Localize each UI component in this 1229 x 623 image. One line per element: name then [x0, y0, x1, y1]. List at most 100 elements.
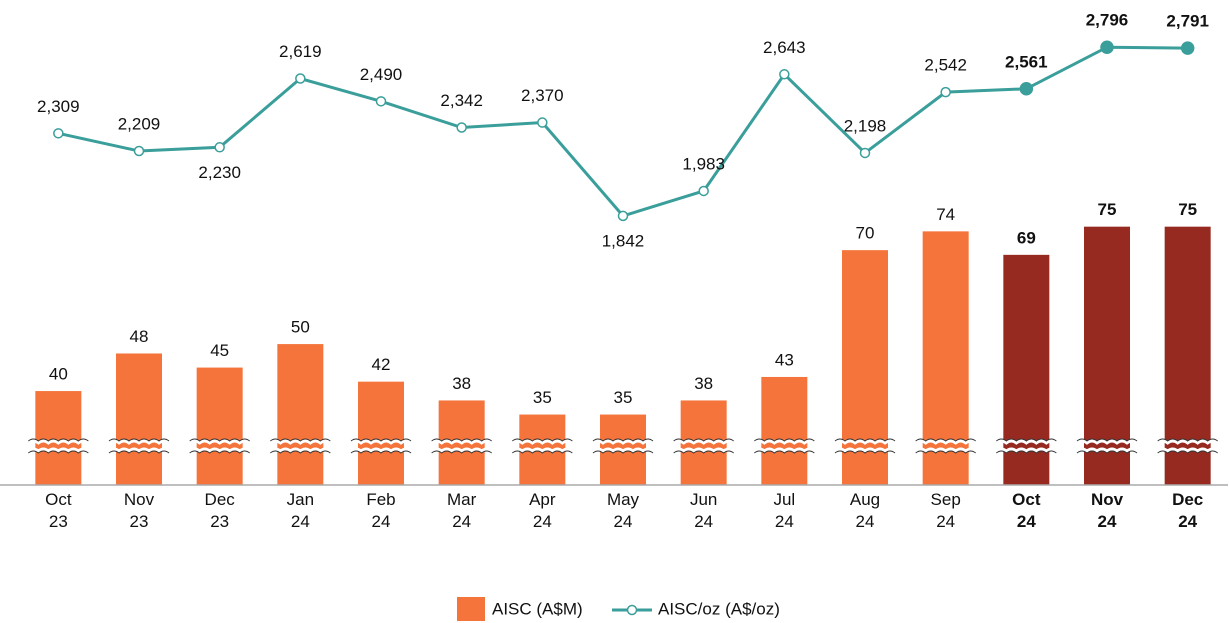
x-tick-label-line: 23: [130, 512, 149, 531]
x-tick-label: Apr 24: [529, 490, 556, 531]
axis-break-edge: [1076, 438, 1138, 442]
x-tick-label-line: 24: [452, 512, 471, 531]
line-marker: [698, 185, 709, 197]
bar: [35, 391, 82, 485]
line-marker: [537, 117, 548, 128]
x-tick-label: Mar 24: [447, 490, 477, 531]
axis-break: [269, 447, 332, 453]
bar-label: 45: [210, 341, 229, 360]
axis-break-edge: [915, 438, 976, 442]
line-marker: [617, 210, 629, 222]
x-tick-label: Nov 23: [124, 490, 155, 531]
axis-break-edge: [673, 450, 734, 454]
axis-break-edge: [996, 438, 1057, 442]
line-label: 2,370: [521, 86, 564, 105]
axis-break: [27, 439, 90, 445]
axis-break-edge: [189, 438, 250, 442]
axis-break: [27, 447, 90, 453]
line-label: 2,619: [279, 42, 322, 61]
line-label: 2,643: [763, 38, 806, 57]
x-tick-label-line: Nov: [124, 490, 155, 509]
x-tick-label: Jun 24: [690, 490, 717, 531]
axis-break: [995, 439, 1058, 445]
line-label: 2,542: [924, 56, 967, 75]
x-tick-label-line: Nov: [1091, 490, 1124, 509]
legend: AISC (A$M) AISC/oz (A$/oz): [457, 597, 780, 621]
bar-label: 38: [694, 374, 713, 393]
bar: [1003, 254, 1050, 485]
line-label: 2,791: [1166, 12, 1209, 31]
x-tick-label-line: 24: [1178, 512, 1197, 531]
x-tick-label-line: 24: [1017, 512, 1036, 531]
x-tick-label-line: Sep: [931, 490, 961, 509]
axis-break-edge: [350, 450, 412, 454]
x-tick-label-line: Oct: [45, 490, 72, 509]
axis-break: [914, 447, 977, 453]
axis-break: [350, 439, 412, 445]
axis-break-edge: [592, 450, 654, 454]
axis-break-edge: [431, 450, 492, 454]
axis-break: [834, 447, 896, 453]
axis-break: [753, 439, 816, 445]
x-tick-label: Jul 24: [773, 490, 795, 531]
x-tick-label: Dec 23: [205, 490, 236, 531]
axis-break-edge: [1076, 450, 1138, 454]
bar-label: 40: [49, 365, 68, 384]
x-tick-label-line: Aug: [850, 490, 880, 509]
bar-label: 69: [1017, 228, 1036, 247]
x-tick-label: Oct 23: [45, 490, 72, 531]
line: [58, 45, 1188, 218]
line-label: 2,209: [118, 114, 161, 133]
axis-break: [834, 439, 896, 445]
axis-break: [1076, 439, 1138, 445]
axis-break-edge: [754, 450, 815, 454]
x-tick-label-line: 24: [694, 512, 713, 531]
bar: [1164, 226, 1211, 485]
x-tick-label-line: Oct: [1012, 490, 1041, 509]
axis-break: [188, 447, 251, 453]
line-marker: [940, 86, 951, 98]
line-label: 2,198: [844, 116, 887, 135]
axis-break: [350, 447, 412, 453]
axis-break-edge: [512, 450, 573, 454]
axis-break: [511, 447, 574, 453]
x-tick-label-line: Dec: [205, 490, 236, 509]
axis-break: [753, 447, 816, 453]
x-tick-label-line: Feb: [366, 490, 395, 509]
x-tick-label-line: 24: [775, 512, 794, 531]
axis-break-edge: [512, 438, 573, 442]
axis-break-edge: [834, 438, 896, 442]
axis-break-edge: [350, 438, 412, 442]
line-label: 2,342: [440, 91, 483, 110]
x-tick-label-line: May: [607, 490, 640, 509]
legend-marker: [626, 604, 638, 616]
legend-label: AISC/oz (A$/oz): [658, 599, 780, 618]
x-tick-label: Sep 24: [931, 490, 961, 531]
axis-break: [1076, 447, 1138, 453]
bar: [116, 353, 162, 485]
axis-break-edge: [996, 450, 1057, 454]
bar: [842, 250, 888, 485]
axis-break: [592, 447, 654, 453]
x-tick-label-line: 24: [614, 512, 633, 531]
x-tick-label: May 24: [607, 490, 640, 531]
bar: [196, 367, 243, 485]
x-tick-label-line: Jan: [287, 490, 314, 509]
line-marker: [1100, 40, 1114, 54]
bar-label: 74: [936, 205, 955, 224]
x-tick-label-line: Mar: [447, 490, 477, 509]
bar-label: 75: [1098, 200, 1117, 219]
bar: [1084, 226, 1130, 485]
x-tick-label-line: 24: [372, 512, 391, 531]
x-tick-label-line: 24: [856, 512, 875, 531]
bar: [761, 376, 808, 485]
x-tick-label-line: Jun: [690, 490, 717, 509]
axis-break: [511, 439, 574, 445]
axis-break-edge: [754, 438, 815, 442]
axis-break-edge: [270, 438, 331, 442]
axis-break-edge: [28, 450, 89, 454]
x-tick-label-line: 23: [49, 512, 68, 531]
line-marker: [214, 142, 225, 153]
bar-label: 70: [856, 224, 875, 243]
